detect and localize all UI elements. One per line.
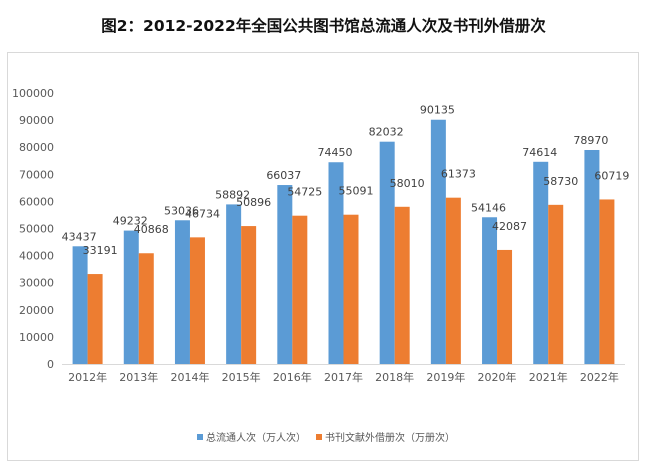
- x-tick-label: 2021年: [529, 370, 568, 384]
- bar-circulation: [72, 246, 88, 364]
- legend-label-circulation: 总流通人次（万人次）: [206, 431, 306, 444]
- bar-circulation: [379, 141, 395, 364]
- y-tick-label: 50000: [19, 223, 54, 236]
- data-label-circulation: 54146: [471, 201, 506, 214]
- data-label-loans: 42087: [492, 220, 527, 233]
- data-label-circulation: 43437: [62, 230, 97, 243]
- data-label-circulation: 78970: [573, 134, 608, 147]
- data-label-loans: 55091: [339, 185, 374, 198]
- bar-circulation: [430, 119, 446, 364]
- bar-loans: [138, 253, 154, 364]
- y-tick-label: 20000: [19, 304, 54, 317]
- bar-circulation: [123, 230, 139, 364]
- x-tick-label: 2013年: [119, 370, 158, 384]
- data-label-loans: 40868: [134, 223, 169, 236]
- chart-frame: [7, 52, 639, 461]
- legend-swatch-loans: [316, 434, 322, 440]
- x-axis: 2012年 2013年 2014年 2015年 2016年 2017年 2018年 2019年…: [68, 370, 619, 384]
- y-tick-label: 40000: [19, 250, 54, 263]
- data-label-loans: 33191: [83, 244, 118, 257]
- x-tick-label: 2016年: [273, 370, 312, 384]
- bar-loans: [394, 206, 410, 364]
- x-tick-label: 2020年: [478, 370, 517, 384]
- bar-loans: [87, 274, 103, 364]
- bar-circulation: [328, 162, 344, 364]
- x-tick-label: 2017年: [324, 370, 363, 384]
- data-label-circulation: 82032: [369, 126, 404, 139]
- y-tick-label: 60000: [19, 195, 54, 208]
- bar-loans: [292, 215, 308, 364]
- data-label-circulation: 58892: [215, 188, 250, 201]
- bar-circulation: [533, 161, 549, 364]
- legend-label-loans: 书刊文献外借册次（万册次）: [325, 431, 455, 444]
- bar-circulation: [482, 217, 498, 364]
- legend: 总流通人次（万人次） 书刊文献外借册次（万册次）: [197, 431, 455, 444]
- y-tick-label: 30000: [19, 277, 54, 290]
- y-tick-label: 10000: [19, 331, 54, 344]
- x-tick-label: 2022年: [580, 370, 619, 384]
- data-label-loans: 61373: [441, 168, 476, 181]
- bars: [72, 119, 615, 364]
- x-tick-label: 2018年: [375, 370, 414, 384]
- data-label-loans: 54725: [287, 186, 322, 199]
- bar-loans: [343, 214, 359, 364]
- y-tick-label: 0: [47, 358, 54, 371]
- bar-loans: [189, 237, 205, 364]
- bar-circulation: [584, 149, 600, 364]
- x-tick-label: 2012年: [68, 370, 107, 384]
- data-label-circulation: 90135: [420, 104, 455, 117]
- y-tick-label: 90000: [19, 114, 54, 127]
- bar-circulation: [226, 204, 242, 364]
- data-label-loans: 58010: [390, 177, 425, 190]
- bar-circulation: [277, 185, 293, 364]
- data-label-circulation: 53036: [164, 204, 199, 217]
- x-tick-label: 2014年: [170, 370, 209, 384]
- bar-loans: [497, 249, 513, 364]
- data-label-loans: 50896: [236, 196, 271, 209]
- y-tick-label: 80000: [19, 141, 54, 154]
- y-tick-label: 70000: [19, 168, 54, 181]
- data-label-loans: 60719: [594, 169, 629, 182]
- bar-loans: [548, 204, 564, 364]
- y-axis: 0 10000 20000 30000 40000 50000 60000 70000 8000…: [12, 87, 625, 371]
- data-label-loans: 46734: [185, 207, 220, 220]
- bar-circulation: [174, 220, 190, 364]
- data-label-circulation: 74450: [318, 146, 353, 159]
- data-label-circulation: 66037: [266, 169, 301, 182]
- bar-loans: [445, 197, 461, 364]
- x-tick-label: 2015年: [222, 370, 261, 384]
- bar-loans: [241, 226, 257, 364]
- data-label-loans: 58730: [543, 175, 578, 188]
- data-label-circulation: 49232: [113, 215, 148, 228]
- bar-loans: [599, 199, 615, 364]
- chart-title: 图2：2012-2022年全国公共图书馆总流通人次及书刊外借册次: [101, 17, 546, 35]
- x-tick-label: 2019年: [426, 370, 465, 384]
- legend-swatch-circulation: [197, 434, 203, 440]
- y-tick-label: 100000: [12, 87, 54, 100]
- data-label-circulation: 74614: [522, 146, 557, 159]
